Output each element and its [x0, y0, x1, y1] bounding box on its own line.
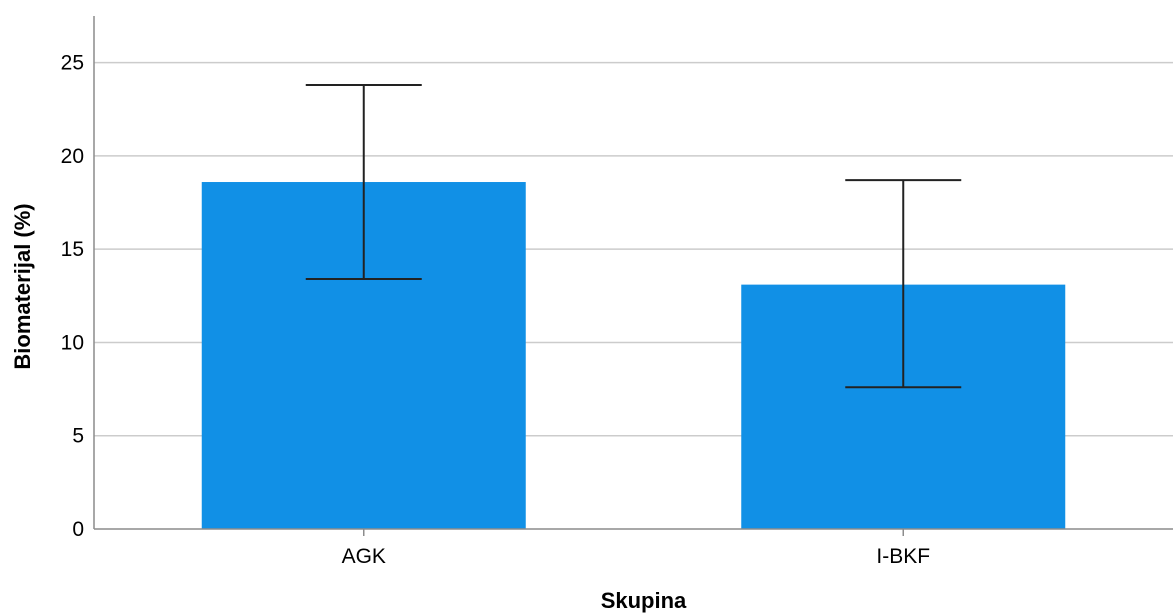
y-tick-label: 5 — [72, 425, 84, 448]
error-bars — [305, 84, 962, 389]
x-axis-title: Skupina — [601, 588, 687, 613]
axes — [93, 16, 1173, 530]
x-tick-label: I-BKF — [876, 545, 930, 568]
y-axis-title: Biomaterijal (%) — [10, 203, 35, 369]
y-tick-label: 20 — [61, 145, 84, 168]
y-tick-label: 25 — [61, 52, 84, 75]
y-tick-label: 10 — [61, 331, 84, 354]
x-tick-labels: AGK I-BKF — [342, 529, 930, 568]
y-tick-label: 0 — [72, 518, 84, 541]
y-tick-labels: 0 5 10 15 20 25 — [61, 52, 84, 541]
bars — [201, 182, 1066, 529]
x-tick-label: AGK — [342, 545, 386, 568]
error-bar-i-bkf — [845, 179, 962, 389]
error-bar-agk — [305, 84, 422, 281]
y-tick-label: 15 — [61, 238, 84, 261]
